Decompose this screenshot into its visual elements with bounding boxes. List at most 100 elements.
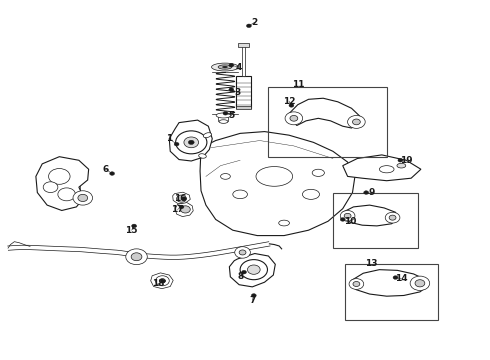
Text: 14: 14	[395, 274, 408, 283]
Polygon shape	[172, 192, 190, 204]
Circle shape	[344, 213, 351, 219]
Circle shape	[58, 188, 75, 201]
Circle shape	[285, 112, 303, 125]
Circle shape	[235, 247, 250, 258]
Text: 5: 5	[229, 111, 235, 120]
Text: 7: 7	[249, 296, 255, 305]
FancyBboxPatch shape	[236, 76, 251, 108]
Circle shape	[239, 250, 246, 255]
Circle shape	[179, 205, 184, 209]
Ellipse shape	[222, 66, 227, 68]
Polygon shape	[36, 157, 89, 211]
Ellipse shape	[302, 189, 319, 199]
Polygon shape	[343, 205, 397, 226]
Circle shape	[43, 182, 58, 193]
Text: 11: 11	[293, 81, 305, 90]
Circle shape	[160, 279, 165, 283]
Circle shape	[290, 116, 298, 121]
FancyBboxPatch shape	[219, 115, 228, 122]
Circle shape	[223, 112, 228, 115]
Text: 8: 8	[238, 271, 244, 280]
Circle shape	[73, 191, 93, 205]
Circle shape	[242, 270, 246, 274]
Ellipse shape	[312, 169, 324, 176]
Polygon shape	[343, 155, 421, 181]
Polygon shape	[169, 120, 212, 161]
Ellipse shape	[379, 166, 394, 173]
Circle shape	[410, 276, 430, 291]
Text: 18: 18	[152, 279, 164, 288]
Ellipse shape	[212, 63, 239, 71]
FancyBboxPatch shape	[242, 44, 245, 76]
Polygon shape	[350, 270, 428, 296]
Circle shape	[353, 282, 360, 287]
Text: 10: 10	[344, 217, 356, 226]
Circle shape	[389, 215, 396, 220]
Polygon shape	[175, 202, 193, 217]
Circle shape	[364, 191, 368, 194]
Circle shape	[175, 131, 207, 154]
Circle shape	[78, 194, 88, 202]
Circle shape	[132, 224, 137, 228]
Circle shape	[188, 140, 194, 144]
Ellipse shape	[216, 113, 231, 118]
Ellipse shape	[279, 220, 290, 226]
Text: 15: 15	[125, 226, 138, 235]
Circle shape	[393, 276, 398, 279]
Circle shape	[340, 218, 345, 221]
Circle shape	[289, 104, 294, 107]
Polygon shape	[151, 273, 173, 289]
Circle shape	[251, 294, 256, 297]
Circle shape	[398, 158, 403, 162]
Ellipse shape	[218, 65, 232, 69]
Circle shape	[415, 280, 425, 287]
Text: 17: 17	[172, 205, 184, 214]
FancyBboxPatch shape	[238, 43, 249, 47]
Ellipse shape	[203, 133, 212, 138]
Circle shape	[49, 168, 70, 184]
Circle shape	[385, 212, 400, 223]
Text: 19: 19	[400, 156, 413, 165]
Text: 13: 13	[365, 259, 377, 268]
Text: 2: 2	[252, 18, 258, 27]
Circle shape	[347, 116, 365, 129]
Text: 4: 4	[236, 63, 242, 72]
Circle shape	[180, 206, 190, 213]
Polygon shape	[200, 132, 355, 235]
Ellipse shape	[198, 154, 206, 158]
Bar	[333, 193, 418, 248]
FancyBboxPatch shape	[236, 106, 251, 109]
Text: 1: 1	[166, 134, 172, 143]
Circle shape	[159, 279, 165, 283]
Circle shape	[181, 197, 186, 201]
Circle shape	[184, 137, 198, 148]
Circle shape	[229, 88, 234, 91]
Text: 3: 3	[235, 87, 241, 96]
Ellipse shape	[397, 163, 406, 168]
Circle shape	[156, 276, 169, 286]
Ellipse shape	[220, 174, 230, 179]
Bar	[345, 264, 438, 320]
Circle shape	[174, 142, 179, 146]
Circle shape	[246, 24, 251, 28]
Circle shape	[247, 265, 260, 274]
Bar	[269, 87, 387, 157]
Ellipse shape	[219, 120, 228, 123]
Text: 12: 12	[283, 96, 295, 105]
Polygon shape	[229, 253, 275, 287]
Text: 9: 9	[369, 188, 375, 197]
Ellipse shape	[233, 190, 247, 199]
Polygon shape	[289, 98, 360, 128]
Circle shape	[126, 249, 147, 265]
Ellipse shape	[256, 167, 293, 186]
Circle shape	[240, 260, 268, 280]
Text: 6: 6	[102, 165, 109, 174]
Circle shape	[229, 63, 234, 67]
Circle shape	[352, 119, 360, 125]
Circle shape	[176, 195, 186, 202]
Circle shape	[340, 211, 355, 221]
Circle shape	[110, 172, 115, 175]
Text: 16: 16	[174, 194, 187, 203]
Circle shape	[349, 279, 364, 289]
Circle shape	[131, 253, 142, 261]
